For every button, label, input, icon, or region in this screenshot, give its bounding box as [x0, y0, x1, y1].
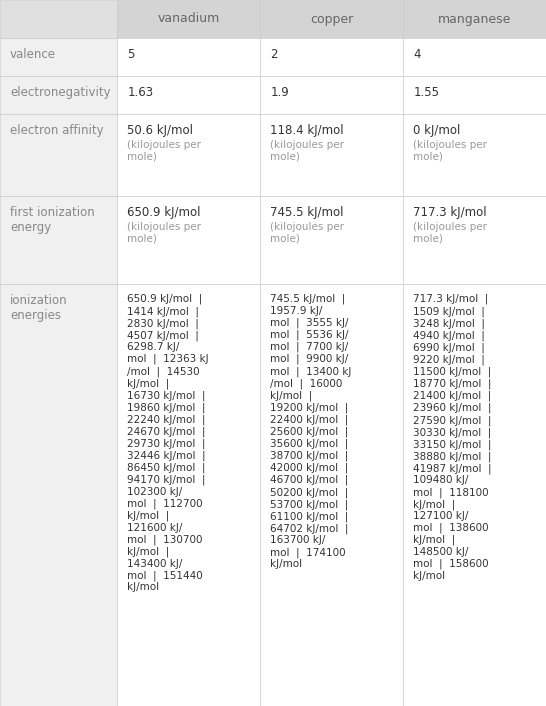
- Bar: [117, 76, 260, 114]
- Bar: [260, 0, 403, 38]
- Text: electronegativity: electronegativity: [10, 86, 111, 99]
- Text: 4: 4: [413, 48, 421, 61]
- Text: 650.9 kJ/mol: 650.9 kJ/mol: [127, 206, 201, 219]
- Bar: [117, 38, 260, 76]
- Bar: [403, 0, 546, 38]
- Bar: [117, 0, 260, 38]
- Bar: [403, 76, 546, 114]
- Text: 5: 5: [127, 48, 135, 61]
- Text: ionization
energies: ionization energies: [10, 294, 68, 322]
- Bar: [0, 114, 117, 196]
- Bar: [260, 196, 403, 284]
- Text: 1.9: 1.9: [270, 86, 289, 99]
- Bar: [117, 114, 260, 196]
- Bar: [117, 196, 260, 284]
- Text: (kilojoules per
mole): (kilojoules per mole): [270, 140, 345, 162]
- Text: 2: 2: [270, 48, 278, 61]
- Bar: [260, 38, 403, 76]
- Bar: [260, 284, 403, 706]
- Text: (kilojoules per
mole): (kilojoules per mole): [127, 222, 201, 244]
- Text: valence: valence: [10, 48, 56, 61]
- Text: (kilojoules per
mole): (kilojoules per mole): [270, 222, 345, 244]
- Bar: [403, 114, 546, 196]
- Bar: [403, 196, 546, 284]
- Text: 745.5 kJ/mol  |
1957.9 kJ/
mol  |  3555 kJ/
mol  |  5536 kJ/
mol  |  7700 kJ/
mo: 745.5 kJ/mol | 1957.9 kJ/ mol | 3555 kJ/…: [270, 294, 352, 569]
- Text: 650.9 kJ/mol  |
1414 kJ/mol  |
2830 kJ/mol  |
4507 kJ/mol  |
6298.7 kJ/
mol  |  : 650.9 kJ/mol | 1414 kJ/mol | 2830 kJ/mol…: [127, 294, 209, 592]
- Bar: [0, 76, 117, 114]
- Text: 745.5 kJ/mol: 745.5 kJ/mol: [270, 206, 344, 219]
- Text: 1.55: 1.55: [413, 86, 440, 99]
- Text: 717.3 kJ/mol  |
1509 kJ/mol  |
3248 kJ/mol  |
4940 kJ/mol  |
6990 kJ/mol  |
9220: 717.3 kJ/mol | 1509 kJ/mol | 3248 kJ/mol…: [413, 294, 492, 581]
- Bar: [260, 76, 403, 114]
- Bar: [260, 114, 403, 196]
- Bar: [0, 196, 117, 284]
- Text: 717.3 kJ/mol: 717.3 kJ/mol: [413, 206, 487, 219]
- Bar: [0, 284, 117, 706]
- Text: vanadium: vanadium: [158, 13, 220, 25]
- Bar: [117, 284, 260, 706]
- Bar: [0, 38, 117, 76]
- Bar: [0, 0, 117, 38]
- Text: manganese: manganese: [438, 13, 512, 25]
- Text: 1.63: 1.63: [127, 86, 153, 99]
- Text: 50.6 kJ/mol: 50.6 kJ/mol: [127, 124, 193, 137]
- Text: (kilojoules per
mole): (kilojoules per mole): [127, 140, 201, 162]
- Bar: [403, 38, 546, 76]
- Text: (kilojoules per
mole): (kilojoules per mole): [413, 140, 488, 162]
- Text: electron affinity: electron affinity: [10, 124, 104, 137]
- Text: (kilojoules per
mole): (kilojoules per mole): [413, 222, 488, 244]
- Text: copper: copper: [310, 13, 354, 25]
- Bar: [403, 284, 546, 706]
- Text: 118.4 kJ/mol: 118.4 kJ/mol: [270, 124, 344, 137]
- Text: first ionization
energy: first ionization energy: [10, 206, 95, 234]
- Text: 0 kJ/mol: 0 kJ/mol: [413, 124, 461, 137]
